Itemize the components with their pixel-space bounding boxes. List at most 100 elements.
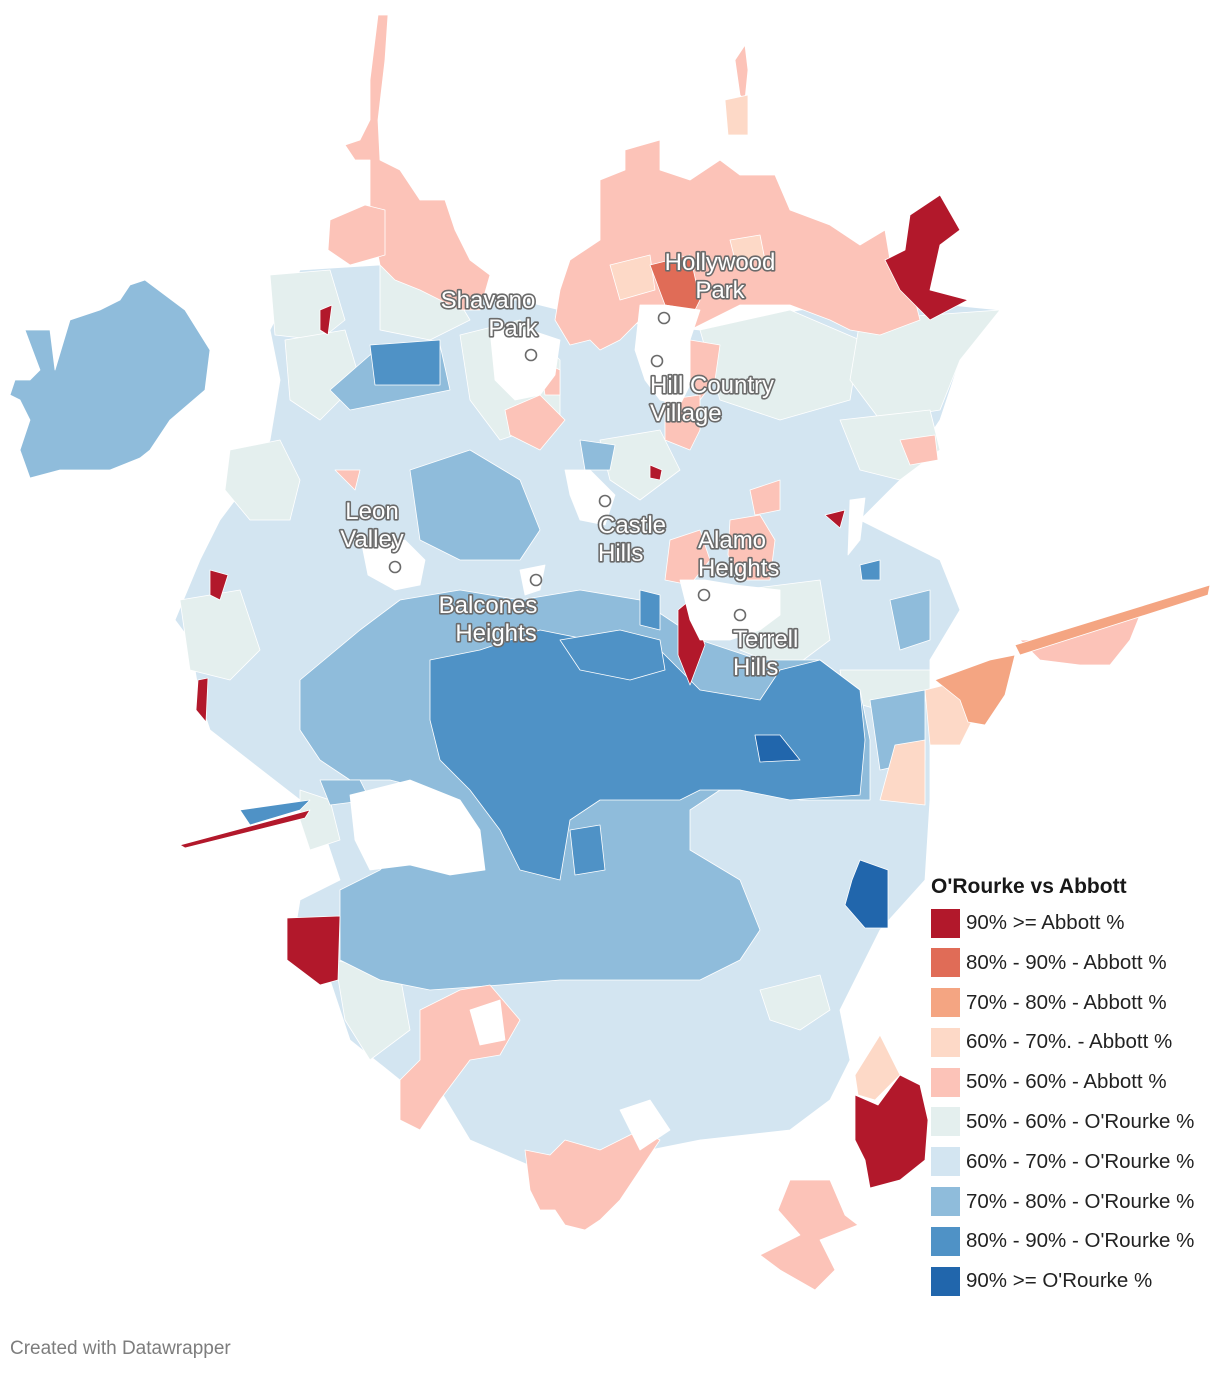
- legend-item: 80% - 90% - O'Rourke %: [931, 1226, 1216, 1256]
- city-label-text: Heights: [455, 620, 536, 647]
- map-region: [609, 254, 656, 301]
- map-region: [759, 974, 831, 1031]
- map-region: [639, 589, 661, 631]
- city-label-text: Terrell: [733, 626, 798, 653]
- map-regions: [9, 14, 1211, 1291]
- city-label-text: Leon: [345, 498, 398, 525]
- map-region: [1014, 584, 1211, 656]
- legend-label: 80% - 90% - Abbott %: [966, 950, 1167, 974]
- city-marker: [388, 560, 402, 574]
- legend-item: 50% - 60% - O'Rourke %: [931, 1107, 1216, 1137]
- legend-items: 90% >= Abbott % 80% - 90% - Abbott % 70% -…: [931, 908, 1216, 1296]
- map-region: [409, 449, 541, 561]
- legend-swatch: [931, 1107, 960, 1137]
- map-region: [239, 799, 311, 826]
- city-label-text: Balcones: [439, 592, 538, 619]
- map-region: [664, 529, 711, 586]
- city-label-text: Hills: [733, 654, 778, 681]
- map-region: [854, 1034, 901, 1101]
- legend-item: 90% >= Abbott %: [931, 908, 1216, 938]
- city-marker: [657, 311, 671, 325]
- map-region: [824, 509, 846, 529]
- map-region: [286, 915, 341, 986]
- city-label-text: Hollywood: [665, 249, 776, 276]
- map-region: [334, 469, 361, 491]
- map-region: [649, 464, 663, 481]
- legend-item: 80% - 90% - Abbott %: [931, 948, 1216, 978]
- city-label-text: Hill Country: [650, 372, 774, 399]
- map-region: [109, 449, 201, 546]
- legend-swatch: [931, 948, 960, 978]
- map-region: [727, 514, 776, 581]
- legend-item: 50% - 60% - Abbott %: [931, 1067, 1216, 1097]
- map-region: [724, 94, 749, 136]
- map-region: [489, 329, 561, 401]
- map-region: [634, 304, 701, 406]
- city-marker: [733, 608, 747, 622]
- city-label-text: Park: [695, 277, 745, 304]
- legend-label: 70% - 80% - O'Rourke %: [966, 1189, 1195, 1213]
- map-region: [179, 809, 311, 849]
- map-region: [754, 734, 801, 763]
- map-region: [879, 739, 926, 806]
- map-region: [469, 999, 506, 1046]
- map-region: [569, 824, 606, 876]
- map-region: [599, 429, 681, 501]
- map-region: [884, 194, 969, 321]
- legend-label: 50% - 60% - Abbott %: [966, 1070, 1167, 1094]
- map-region: [327, 204, 386, 266]
- map-region: [934, 654, 1016, 726]
- map-region: [749, 479, 781, 516]
- map-region: [844, 859, 889, 929]
- map-region: [847, 497, 866, 556]
- map-region: [349, 779, 486, 876]
- map-region: [195, 677, 209, 723]
- legend-label: 60% - 70%. - Abbott %: [966, 1030, 1173, 1054]
- city-label-text: Castle: [598, 512, 666, 539]
- legend-label: 80% - 90% - O'Rourke %: [966, 1229, 1195, 1253]
- legend-swatch: [931, 1067, 960, 1097]
- city-marker: [529, 573, 543, 587]
- legend-swatch: [931, 1226, 960, 1256]
- map-region: [729, 234, 766, 261]
- city-label-text: Shavano: [441, 287, 536, 314]
- map-region: [854, 1074, 929, 1189]
- city-marker: [524, 348, 538, 362]
- city-label-text: Hills: [598, 540, 643, 567]
- map-region: [699, 309, 861, 421]
- legend-title: O'Rourke vs Abbott: [931, 875, 1127, 898]
- city-label-text: Park: [488, 315, 538, 342]
- map-region: [369, 339, 441, 386]
- city-label-text: Heights: [698, 555, 779, 582]
- legend-swatch: [931, 988, 960, 1018]
- city-label-text: Valley: [340, 526, 404, 553]
- map-region: [564, 469, 616, 526]
- map-region: [849, 309, 1001, 421]
- map-region: [209, 569, 229, 601]
- legend-label: 50% - 60% - O'Rourke %: [966, 1109, 1195, 1133]
- legend-item: 70% - 80% - O'Rourke %: [931, 1187, 1216, 1217]
- map-region: [649, 254, 701, 311]
- legend-swatch: [931, 908, 960, 938]
- map-region: [224, 439, 301, 521]
- map-region: [889, 589, 931, 651]
- map-region: [859, 559, 881, 581]
- legend-label: 90% >= O'Rourke %: [966, 1269, 1153, 1293]
- map-region: [734, 44, 749, 101]
- map-region: [664, 394, 701, 451]
- legend-swatch: [931, 1187, 960, 1217]
- map-region: [319, 304, 333, 336]
- map-region: [559, 629, 666, 681]
- legend-swatch: [931, 1147, 960, 1177]
- city-marker: [598, 494, 612, 508]
- map-region: [504, 394, 566, 451]
- city-marker: [650, 354, 664, 368]
- legend-label: 90% >= Abbott %: [966, 911, 1125, 934]
- legend-swatch: [931, 1027, 960, 1057]
